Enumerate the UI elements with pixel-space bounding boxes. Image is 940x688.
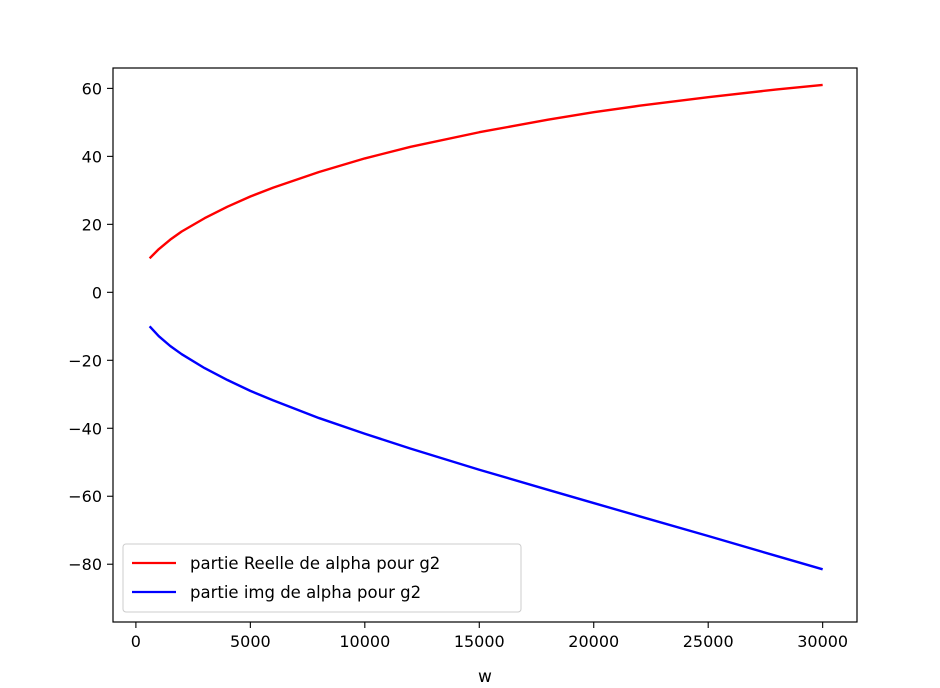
y-tick-label: 0 [92,283,102,302]
legend-box [122,543,522,613]
series-line-1 [148,325,823,571]
y-tick-label: −80 [68,555,102,574]
y-tick-label: 60 [82,79,102,98]
y-tick-label: 20 [82,215,102,234]
plot-area [113,68,857,622]
legend: partie Reelle de alpha pour g2 partie im… [122,543,522,613]
series-line-0 [148,83,823,260]
legend-label-img: partie img de alpha pour g2 [190,583,421,602]
x-axis: 0 5000 10000 15000 20000 25000 30000 [131,622,848,651]
legend-label-real: partie Reelle de alpha pour g2 [190,554,440,573]
series-layer [148,83,823,571]
x-tick-label: 0 [131,632,141,651]
x-axis-label: w [478,667,492,687]
x-tick-label: 25000 [683,632,734,651]
y-tick-label: −40 [68,419,102,438]
x-tick-label: 30000 [797,632,848,651]
x-tick-label: 10000 [339,632,390,651]
y-tick-label: −60 [68,487,102,506]
y-tick-label: −20 [68,351,102,370]
plot-frame [112,67,858,623]
y-axis: −80 −60 −40 −20 0 20 40 60 [68,79,113,574]
y-tick-label: 40 [82,147,102,166]
x-tick-label: 5000 [230,632,271,651]
x-tick-label: 15000 [454,632,505,651]
x-tick-label: 20000 [568,632,619,651]
